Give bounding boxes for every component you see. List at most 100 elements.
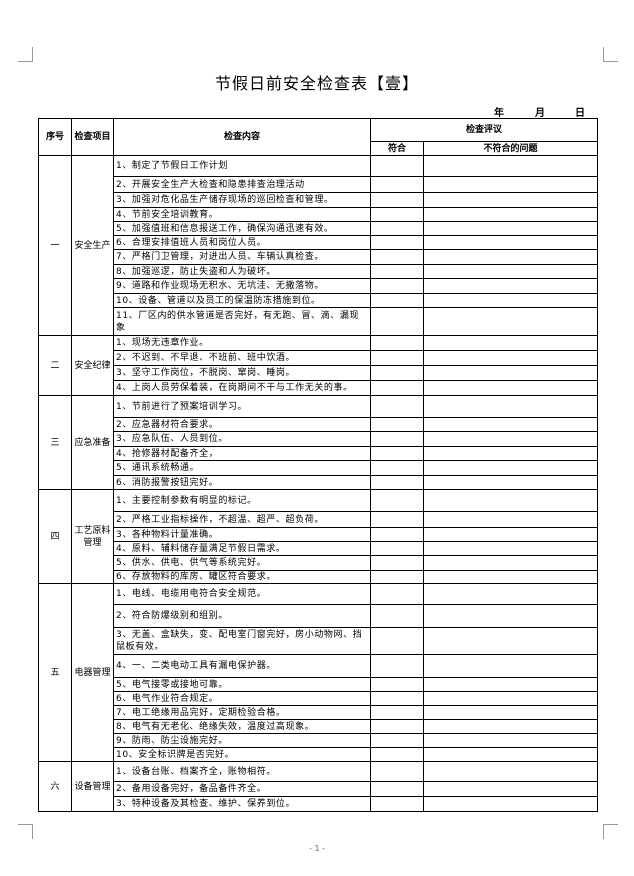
section-item: 电器管理 <box>71 583 114 762</box>
pass-cell[interactable] <box>370 781 424 797</box>
pass-cell[interactable] <box>370 489 424 512</box>
table-row: 四工艺原料管理 1、主要控制参数有明显的标记。 <box>38 489 599 584</box>
section-number: 一 <box>38 155 72 336</box>
section-item: 设备管理 <box>71 761 114 812</box>
issues-cell[interactable] <box>422 475 599 490</box>
issues-cell[interactable] <box>422 604 599 628</box>
pass-cell[interactable] <box>370 176 424 193</box>
pass-cell[interactable] <box>370 446 424 461</box>
issues-cell[interactable] <box>422 555 599 571</box>
pass-cell[interactable] <box>370 604 424 628</box>
pass-cell[interactable] <box>370 691 424 706</box>
pass-cell[interactable] <box>370 527 424 542</box>
pass-cell[interactable] <box>370 350 424 366</box>
pass-cell[interactable] <box>370 417 424 432</box>
pass-cell[interactable] <box>370 705 424 720</box>
issues-cell[interactable] <box>422 249 599 265</box>
issues-cell[interactable] <box>422 781 599 797</box>
pass-cell[interactable] <box>370 733 424 748</box>
pass-cell[interactable] <box>370 555 424 571</box>
issues-cell[interactable] <box>422 446 599 461</box>
issues-cell[interactable] <box>422 155 599 177</box>
pass-cell[interactable] <box>370 627 424 655</box>
issues-cell[interactable] <box>422 627 599 655</box>
issues-cell[interactable] <box>422 511 599 528</box>
issues-cell[interactable] <box>422 350 599 366</box>
issues-cell[interactable] <box>422 761 599 782</box>
pass-cell[interactable] <box>370 335 424 351</box>
pass-cell[interactable] <box>370 583 424 605</box>
check-content: 1、设备台账、档案齐全，账物相符。 <box>113 761 371 782</box>
issues-cell[interactable] <box>422 395 599 418</box>
table-row: 9、道路和作业现场无积水、无坑洼、无撒落物。 <box>39 278 599 294</box>
issues-cell[interactable] <box>422 705 599 720</box>
issues-cell[interactable] <box>422 235 599 250</box>
page-corner-mark <box>603 824 618 839</box>
issues-cell[interactable] <box>422 293 599 308</box>
pass-cell[interactable] <box>370 278 424 294</box>
issues-cell[interactable] <box>422 417 599 432</box>
issues-cell[interactable] <box>422 221 599 236</box>
issues-cell[interactable] <box>422 335 599 351</box>
issues-cell[interactable] <box>422 431 599 447</box>
issues-cell[interactable] <box>422 570 599 584</box>
header-pass: 符合 <box>370 141 424 156</box>
issues-cell[interactable] <box>422 527 599 542</box>
pass-cell[interactable] <box>370 541 424 556</box>
table-row: 五电器管理 1、电线、电缆用电符合安全规范。 <box>38 583 599 762</box>
date-month: 月 <box>535 108 545 119</box>
pass-cell[interactable] <box>370 307 424 336</box>
pass-cell[interactable] <box>370 761 424 782</box>
page-number: - 1 - <box>309 844 325 853</box>
issues-cell[interactable] <box>422 583 599 605</box>
check-content: 8、加强巡逻，防止失盗和人为破坏。 <box>113 264 371 279</box>
issues-cell[interactable] <box>422 460 599 476</box>
pass-cell[interactable] <box>370 654 424 678</box>
issues-cell[interactable] <box>422 264 599 279</box>
issues-cell[interactable] <box>422 733 599 748</box>
check-content: 4、节前安全培训教育。 <box>113 207 371 222</box>
pass-cell[interactable] <box>370 155 424 177</box>
pass-cell[interactable] <box>370 221 424 236</box>
issues-cell[interactable] <box>422 307 599 336</box>
pass-cell[interactable] <box>370 475 424 490</box>
date-year: 年 <box>494 108 504 119</box>
pass-cell[interactable] <box>370 796 424 812</box>
pass-cell[interactable] <box>370 460 424 476</box>
pass-cell[interactable] <box>370 293 424 308</box>
pass-cell[interactable] <box>370 380 424 396</box>
pass-cell[interactable] <box>370 719 424 734</box>
pass-cell[interactable] <box>370 192 424 208</box>
pass-cell[interactable] <box>370 431 424 447</box>
issues-cell[interactable] <box>422 691 599 706</box>
pass-cell[interactable] <box>370 570 424 584</box>
issues-cell[interactable] <box>422 719 599 734</box>
section-number: 三 <box>38 395 72 490</box>
pass-cell[interactable] <box>370 511 424 528</box>
pass-cell[interactable] <box>370 747 424 762</box>
pass-cell[interactable] <box>370 395 424 418</box>
issues-cell[interactable] <box>422 747 599 762</box>
issues-cell[interactable] <box>422 207 599 222</box>
issues-cell[interactable] <box>422 677 599 692</box>
header-eval: 检查评议 <box>369 118 599 142</box>
issues-cell[interactable] <box>422 796 599 812</box>
issues-cell[interactable] <box>422 278 599 294</box>
check-content: 5、供水、供电、供气等系统完好。 <box>113 555 371 571</box>
pass-cell[interactable] <box>370 207 424 222</box>
issues-cell[interactable] <box>422 541 599 556</box>
pass-cell[interactable] <box>370 264 424 279</box>
pass-cell[interactable] <box>370 677 424 692</box>
issues-cell[interactable] <box>422 176 599 193</box>
pass-cell[interactable] <box>370 235 424 250</box>
issues-cell[interactable] <box>422 365 599 381</box>
table-row: 三应急准备 1、节前进行了预案培训学习。 <box>38 395 599 490</box>
issues-cell[interactable] <box>422 380 599 396</box>
table-row: 2、符合防爆级别和组别。 <box>39 604 599 628</box>
table-row: 6、合理安排值班人员和岗位人员。 <box>39 235 599 250</box>
issues-cell[interactable] <box>422 489 599 512</box>
issues-cell[interactable] <box>422 654 599 678</box>
pass-cell[interactable] <box>370 365 424 381</box>
pass-cell[interactable] <box>370 249 424 265</box>
issues-cell[interactable] <box>422 192 599 208</box>
